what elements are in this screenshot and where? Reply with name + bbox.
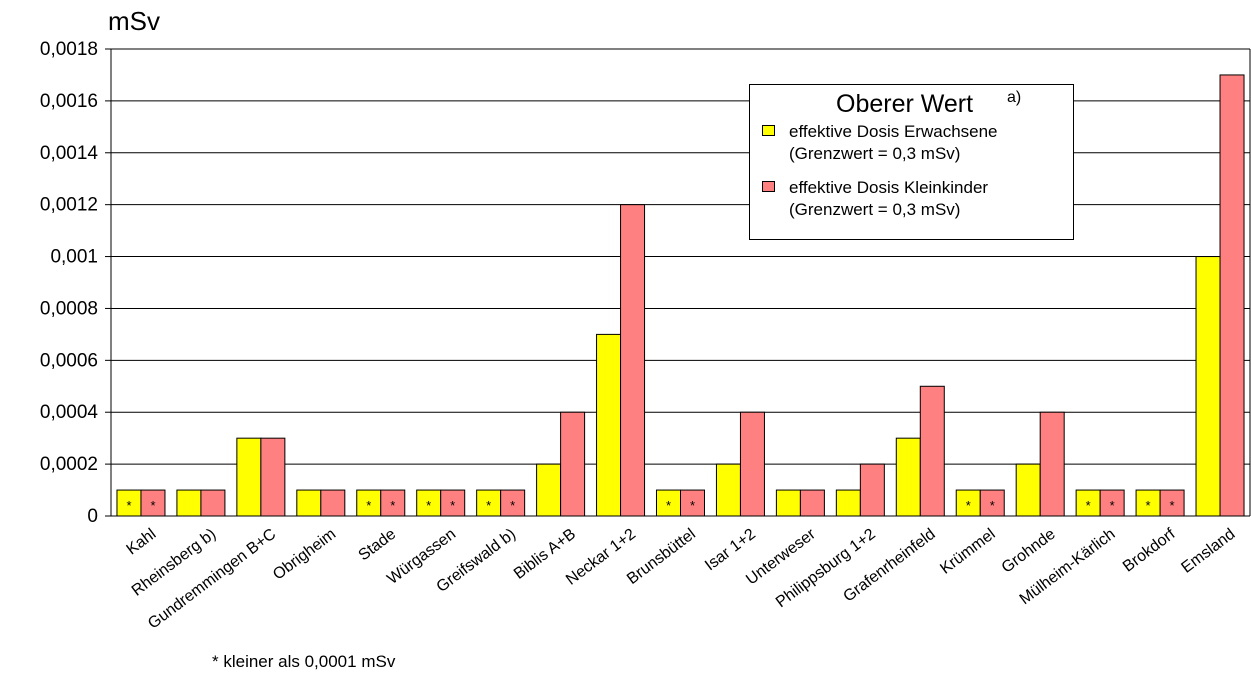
bar-adults [715,463,741,517]
bars: * * * * * * * * * * * * * * * * [116,74,1245,517]
bar-adults [775,489,801,517]
bar-children [200,489,226,517]
bar-children [560,411,586,517]
legend-swatch-adults [762,125,775,136]
bar-adults [1195,256,1221,517]
bar-children [260,437,286,517]
bar-children [1099,489,1125,517]
bar-adults [1015,463,1041,517]
x-tick-label: Stade [356,526,400,565]
axes [110,49,1251,517]
x-tick-label: Emsland [1178,526,1238,577]
y-tick-label: 0,0004 [40,402,99,423]
y-tick-label: 0 [87,506,98,527]
y-tick-label: 0,0016 [40,91,98,112]
x-tick-label: Brokdorf [1120,525,1179,575]
bar-adults [356,489,382,517]
y-axis-unit-label: mSv [108,6,160,36]
bar-marker: * [150,498,155,513]
legend-limit-adults: (Grenzwert = 0,3 mSv) [789,144,961,163]
bar-adults [835,489,861,517]
bar-marker: * [1086,498,1091,513]
bar-adults [895,437,921,517]
bar-marker: * [126,498,131,513]
bar-adults [536,463,562,517]
bar-children [500,489,526,517]
x-tick-label: Krümmel [937,526,998,578]
bar-children [140,489,166,517]
legend: Oberer Wert a) effektive Dosis Erwachsen… [749,84,1074,240]
footnote: * kleiner als 0,0001 mSv [212,652,396,671]
bar-children [1039,411,1065,517]
bar-marker: * [990,498,995,513]
y-tick-label: 0,0018 [40,39,98,60]
bar-marker: * [666,498,671,513]
bar-children [799,489,825,517]
bar-children [1219,74,1245,517]
bar-marker: * [1170,498,1175,513]
bar-marker: * [450,498,455,513]
legend-swatch-children [762,181,775,192]
legend-title-note: a) [1007,89,1022,106]
y-tick-label: 0,0012 [40,195,98,216]
bar-marker: * [510,498,515,513]
bar-marker: * [390,498,395,513]
bar-marker: * [486,498,491,513]
y-tick-label: 0,0002 [40,454,98,475]
bar-adults [236,437,262,517]
bar-marker: * [966,498,971,513]
bar-marker: * [690,498,695,513]
y-tick-labels: 0 0,0002 0,0004 0,0006 0,0008 0,001 0,0012 0,00… [40,39,99,527]
bar-adults [176,489,202,517]
x-tick-label: Kahl [124,526,160,559]
x-tick-label: Obrigheim [270,526,339,584]
bar-marker: * [1110,498,1115,513]
legend-label-adults: effektive Dosis Erwachsene [789,122,998,141]
bar-children [919,385,945,517]
bar-children [620,204,646,517]
y-tick-label: 0,0006 [40,350,98,371]
bar-adults [416,489,442,517]
bar-children [859,463,885,517]
legend-title: Oberer Wert [836,90,974,118]
y-tick-label: 0,0014 [40,143,99,164]
y-tick-label: 0,001 [50,247,98,268]
y-tick-label: 0,0008 [40,298,98,319]
bar-adults [296,489,322,517]
bar-adults [596,333,622,517]
bar-marker: * [366,498,371,513]
bar-marker: * [426,498,431,513]
bar-marker: * [1146,498,1151,513]
x-tick-label: Philippsburg 1+2 [773,526,879,612]
bar-children [320,489,346,517]
legend-label-children: effektive Dosis Kleinkinder [789,178,989,197]
bar-children [739,411,765,517]
x-tick-label: Isar 1+2 [702,526,759,575]
legend-limit-children: (Grenzwert = 0,3 mSv) [789,200,961,219]
